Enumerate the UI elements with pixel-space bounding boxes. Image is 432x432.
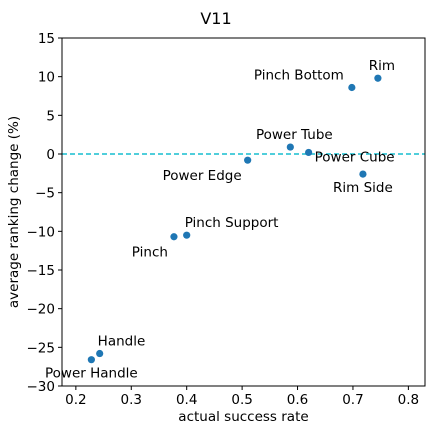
y-tick-label: 0 xyxy=(46,147,55,163)
point-label-rim-side: Rim Side xyxy=(333,180,393,196)
y-tick-label: −20 xyxy=(27,302,56,318)
point-label-power-tube: Power Tube xyxy=(256,127,333,143)
x-tick-label: 0.2 xyxy=(65,392,86,408)
data-point-power-cube xyxy=(305,148,313,157)
x-axis: 0.2 0.3 0.4 0.5 0.6 0.7 0.8 xyxy=(65,386,419,408)
data-point-handle xyxy=(96,349,104,358)
y-tick-label: −30 xyxy=(27,379,56,395)
x-tick-label: 0.4 xyxy=(176,392,197,408)
y-tick-label: −10 xyxy=(27,224,56,240)
point-label-handle: Handle xyxy=(98,334,146,350)
plot-area: Rim Pinch Bottom Power Tube Power Cube Power… xyxy=(45,58,425,382)
point-label-pinch-support: Pinch Support xyxy=(185,215,279,231)
data-point-power-edge xyxy=(244,156,252,164)
data-point-pinch-bottom xyxy=(348,83,356,92)
data-point-rim xyxy=(374,74,382,82)
point-label-power-cube: Power Cube xyxy=(315,149,395,165)
y-tick-label: 10 xyxy=(38,70,55,86)
data-point-pinch-support xyxy=(183,231,191,239)
x-tick-label: 0.3 xyxy=(121,392,142,408)
data-point-power-handle xyxy=(87,356,95,364)
x-tick-label: 0.8 xyxy=(398,392,419,408)
point-label-rim: Rim xyxy=(369,58,395,74)
x-axis-label: actual success rate xyxy=(178,409,308,425)
plot-frame xyxy=(61,37,426,387)
point-label-power-handle: Power Handle xyxy=(45,366,138,382)
y-tick-label: 15 xyxy=(38,31,55,47)
x-tick-label: 0.5 xyxy=(231,392,252,408)
x-tick-label: 0.6 xyxy=(287,392,308,408)
y-tick-label: −15 xyxy=(27,263,56,279)
y-tick-label: −25 xyxy=(27,340,56,356)
data-point-rim-side xyxy=(359,170,367,178)
point-label-power-edge: Power Edge xyxy=(163,168,242,184)
x-tick-label: 0.7 xyxy=(342,392,363,408)
point-label-pinch-bottom: Pinch Bottom xyxy=(254,67,344,83)
chart-title: V11 xyxy=(200,9,231,28)
y-axis: −30 −25 −20 −15 −10 −5 0 5 10 15 xyxy=(27,31,62,395)
data-point-pinch xyxy=(170,233,178,241)
y-axis-label: average ranking change (%) xyxy=(6,116,22,308)
y-tick-label: 5 xyxy=(46,108,55,124)
point-label-pinch: Pinch xyxy=(132,245,168,261)
data-point-power-tube xyxy=(286,143,294,151)
y-tick-label: −5 xyxy=(35,186,55,202)
